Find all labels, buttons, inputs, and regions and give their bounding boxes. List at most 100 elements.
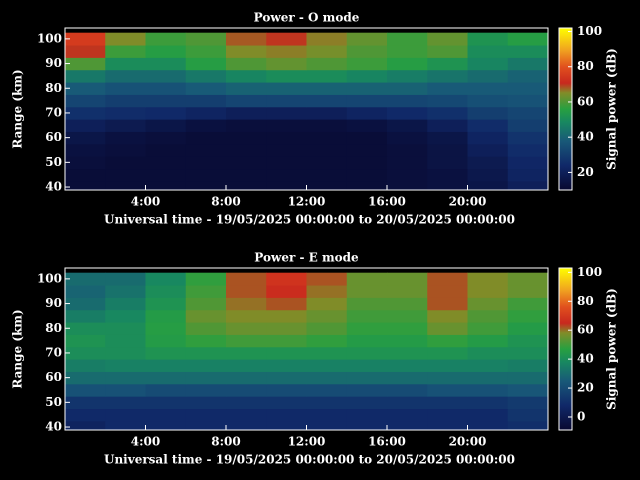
heatmap-cell: [145, 57, 187, 71]
heatmap-cell: [346, 420, 388, 430]
heatmap-cell: [507, 359, 548, 372]
heatmap-cell: [266, 180, 307, 190]
x-tick-label: 4:00: [131, 195, 160, 209]
heatmap-cell: [507, 143, 548, 157]
y-axis-label: Range (km): [11, 69, 25, 148]
heatmap-cell: [427, 156, 468, 170]
heatmap-cell: [185, 408, 227, 422]
colorbar-tick-label: 20: [577, 165, 594, 179]
heatmap-cell: [387, 143, 428, 157]
heatmap-cell: [65, 396, 106, 410]
heatmap-cell: [346, 143, 388, 157]
heatmap-cell: [266, 396, 307, 410]
x-axis-label: Universal time - 19/05/2025 00:00:00 to …: [104, 213, 515, 227]
heatmap-cell: [185, 297, 227, 311]
y-tick-label: 50: [45, 155, 62, 169]
heatmap-cell: [306, 131, 348, 145]
heatmap-cell: [65, 322, 106, 335]
heatmap-cell: [266, 156, 307, 170]
heatmap-cell: [387, 309, 428, 323]
heatmap-cell: [145, 371, 187, 385]
heatmap-cell: [65, 420, 106, 430]
heatmap-cell: [226, 180, 267, 190]
heatmap-cell: [346, 334, 388, 348]
heatmap-cell: [306, 285, 348, 298]
heatmap-cell: [266, 69, 307, 83]
heatmap-cell: [105, 272, 146, 286]
panel: Power - O mode 4:00 8:00 12:00 16:00 20:00 40 5…: [11, 11, 619, 227]
heatmap-cell: [467, 272, 509, 286]
y-tick-label: 80: [45, 321, 62, 335]
heatmap-cell: [387, 69, 428, 83]
y-tick-label: 60: [45, 370, 62, 384]
heatmap-cell: [467, 359, 509, 372]
heatmap-cell: [266, 272, 307, 286]
heatmap-cell: [467, 45, 509, 58]
heatmap-cell: [507, 334, 548, 348]
heatmap-cell: [507, 309, 548, 323]
heatmap-cell: [65, 408, 106, 422]
heatmap-cell: [266, 168, 307, 182]
heatmap-cell: [346, 383, 388, 397]
heatmap-cell: [105, 32, 146, 46]
heatmap-cell: [185, 322, 227, 335]
heatmap-cell: [105, 156, 146, 170]
heatmap-cell: [346, 371, 388, 385]
heatmap-cell: [427, 420, 468, 430]
heatmap-cell: [145, 309, 187, 323]
heatmap-cell: [185, 119, 227, 132]
heatmap-cell: [145, 322, 187, 335]
y-tick-label: 90: [45, 56, 62, 70]
heatmap-cell: [467, 408, 509, 422]
heatmap-cell: [226, 420, 267, 430]
heatmap-cell: [467, 285, 509, 298]
heatmap-cell: [387, 285, 428, 298]
heatmap-cell: [65, 94, 106, 108]
heatmap-cell: [387, 346, 428, 360]
heatmap-cell: [467, 371, 509, 385]
heatmap-cell: [185, 396, 227, 410]
heatmap-cell: [65, 156, 106, 170]
heatmap-cell: [65, 82, 106, 95]
heatmap-cell: [105, 57, 146, 71]
colorbar: [558, 27, 573, 191]
heatmap-cell: [145, 82, 187, 95]
heatmap-cell: [346, 285, 388, 298]
heatmap-cell: [306, 371, 348, 385]
heatmap-cell: [185, 156, 227, 170]
heatmap-cell: [467, 32, 509, 46]
heatmap-cell: [507, 322, 548, 335]
heatmap-cell: [507, 408, 548, 422]
heatmap-cell: [387, 383, 428, 397]
heatmap-cell: [65, 309, 106, 323]
heatmap-cell: [427, 106, 468, 120]
heatmap-cell: [105, 322, 146, 335]
heatmap-cell: [306, 334, 348, 348]
heatmap-cell: [145, 168, 187, 182]
heatmap-cell: [387, 94, 428, 108]
heatmap-cell: [507, 396, 548, 410]
colorbar: [558, 267, 573, 431]
heatmap-cell: [105, 45, 146, 58]
heatmap-cell: [427, 94, 468, 108]
heatmap-cell: [507, 82, 548, 95]
heatmap-cell: [306, 45, 348, 58]
heatmap-cell: [185, 272, 227, 286]
heatmap-cell: [105, 69, 146, 83]
heatmap-cell: [65, 359, 106, 372]
heatmap-cell: [467, 168, 509, 182]
heatmap-cell: [306, 272, 348, 286]
heatmap-cell: [346, 32, 388, 46]
x-tick-label: 20:00: [449, 195, 487, 209]
heatmap-cell: [507, 69, 548, 83]
heatmap-cell: [105, 285, 146, 298]
heatmap-cell: [266, 106, 307, 120]
heatmap-cell: [65, 106, 106, 120]
heatmap-cell: [427, 168, 468, 182]
heatmap-cell: [507, 420, 548, 430]
heatmap-cell: [266, 45, 307, 58]
colorbar-tick-label: 100: [577, 265, 602, 279]
heatmap-cell: [387, 322, 428, 335]
heatmap-cell: [65, 32, 106, 46]
heatmap-cell: [185, 106, 227, 120]
